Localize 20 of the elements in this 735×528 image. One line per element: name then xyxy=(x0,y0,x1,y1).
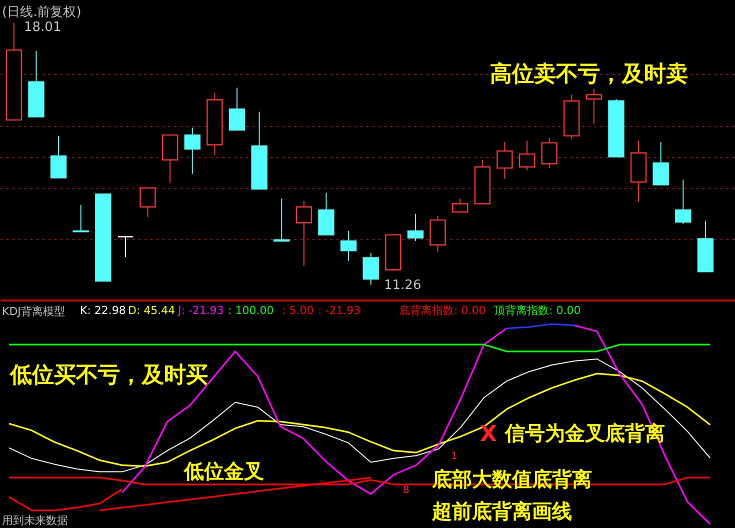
text: : -21.93 xyxy=(318,304,361,317)
annotation: 用到未来数据 xyxy=(2,514,68,527)
text: 顶背离指数: 0.00 xyxy=(494,304,581,317)
text: 底背离指数: 0.00 xyxy=(399,304,486,317)
chart-title: (日线.前复权) xyxy=(2,5,82,20)
annotation: 1 xyxy=(451,451,458,462)
annotation: 8 xyxy=(403,485,410,496)
annotation: X xyxy=(480,422,497,447)
annotation: 18.01 xyxy=(24,20,62,35)
text: K: 22.98 xyxy=(80,304,126,317)
annotation: 11.26 xyxy=(384,278,422,293)
annotation: 高位卖不亏，及时卖 xyxy=(490,61,688,87)
chart-title: KDJ背离模型 xyxy=(2,305,65,318)
annotation: 低位买不亏，及时买 xyxy=(9,363,208,388)
text: : 100.00 xyxy=(228,304,274,317)
text: : 5.00 xyxy=(282,304,314,317)
text: D: 45.44 xyxy=(128,304,176,317)
annotation: 超前底背离画线 xyxy=(431,499,572,523)
annotation: 低位金叉 xyxy=(183,459,264,483)
text: J: -21.93 xyxy=(177,304,224,317)
